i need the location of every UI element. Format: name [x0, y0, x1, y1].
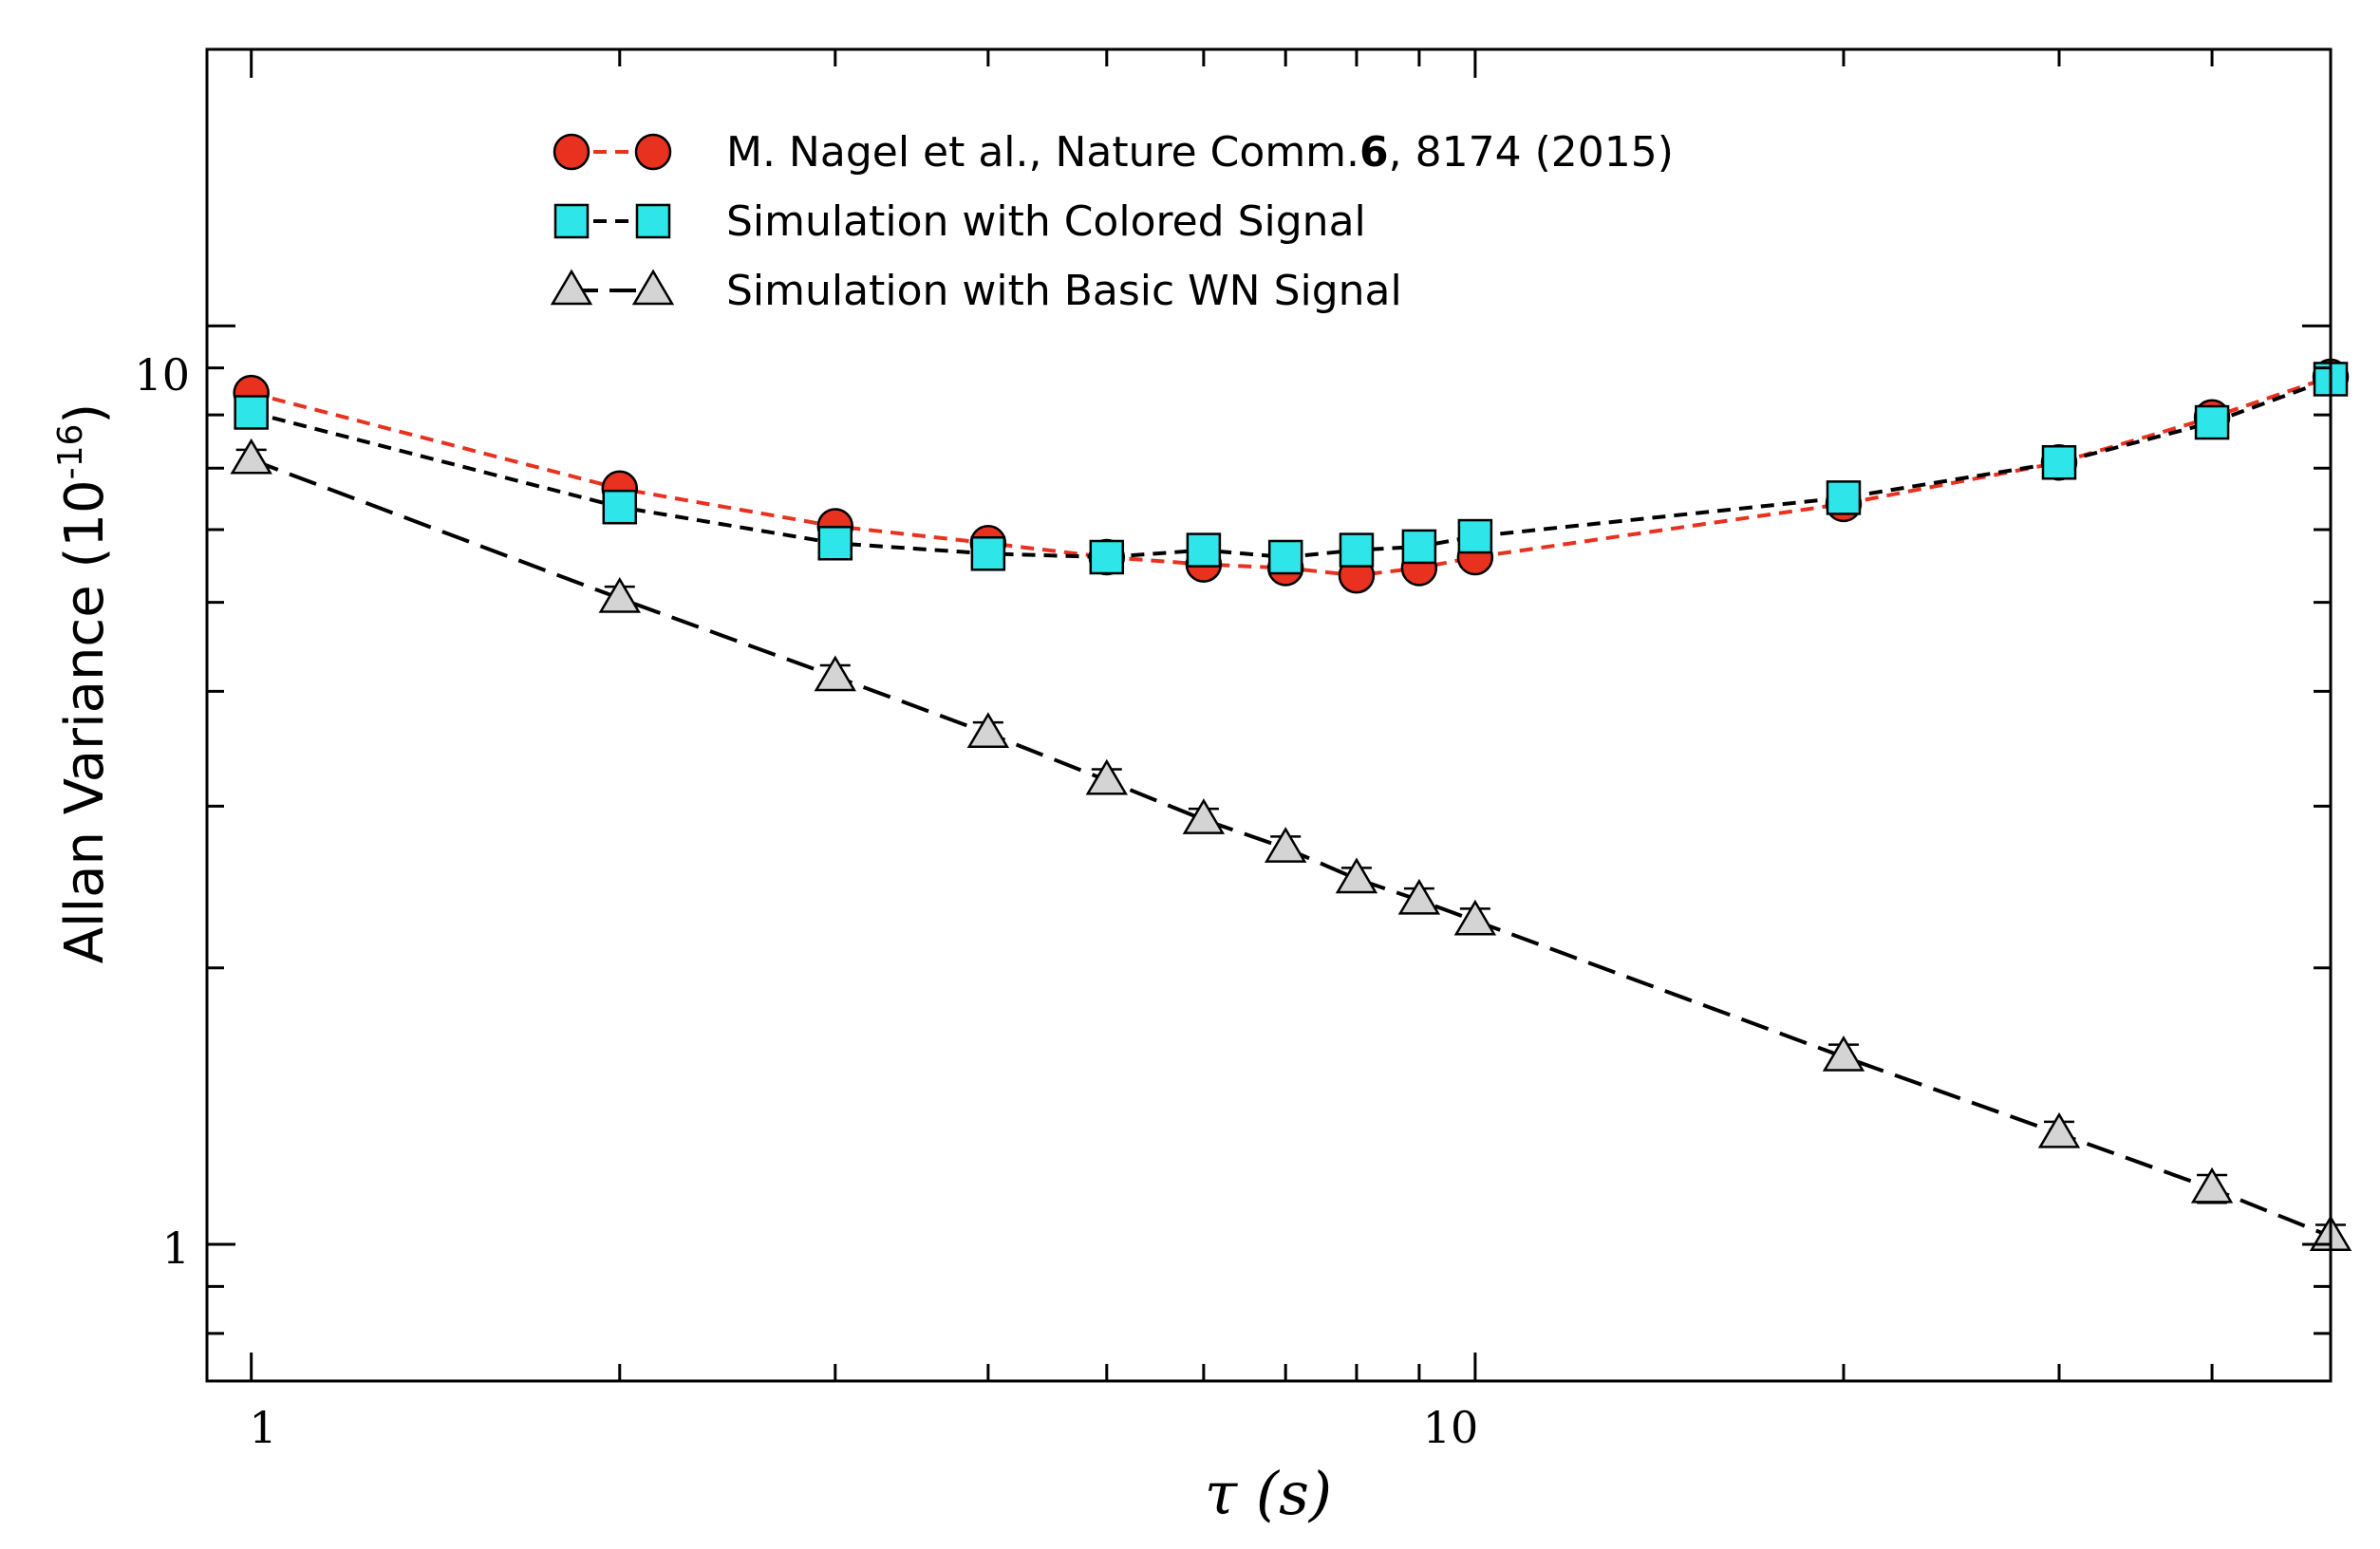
- legend-marker-circle: [553, 133, 590, 171]
- data-point-colored: [1457, 518, 1493, 554]
- data-point-colored: [1267, 539, 1303, 575]
- legend-label-wn: Simulation with Basic WN Signal: [726, 267, 1402, 315]
- y-axis-label: Allan Variance (10-16): [51, 403, 116, 964]
- data-point-colored: [2194, 404, 2230, 440]
- series-line-colored: [251, 377, 2332, 560]
- legend-marker-square: [635, 203, 671, 239]
- data-point-wn: [230, 438, 272, 475]
- data-point-wn: [814, 655, 856, 692]
- data-point-wn: [2037, 1111, 2081, 1148]
- data-point-wn: [2190, 1166, 2234, 1204]
- y-tick-label-10: 10: [134, 349, 190, 401]
- legend-entry-nagel: M. Nagel et al., Nature Comm.6, 8174 (20…: [553, 128, 1674, 177]
- data-point-colored: [1339, 532, 1375, 568]
- data-point-colored: [1186, 532, 1222, 568]
- legend-marker-square: [553, 203, 590, 239]
- y-tick-label-1: 1: [162, 1222, 190, 1274]
- data-point-wn: [1453, 899, 1497, 936]
- data-point-colored: [970, 536, 1006, 571]
- data-point-wn: [966, 712, 1010, 748]
- data-point-colored: [1401, 529, 1437, 565]
- legend-entry-colored: Simulation with Colored Signal: [553, 197, 1366, 246]
- legend-entry-wn: Simulation with Basic WN Signal: [550, 267, 1402, 315]
- data-point-colored: [2041, 445, 2077, 480]
- data-point-colored: [817, 526, 853, 561]
- data-point-colored: [602, 489, 638, 525]
- data-point-colored: [1826, 480, 1862, 515]
- data-point-colored: [234, 395, 269, 430]
- x-tick-label-1: 1: [249, 1402, 276, 1453]
- data-point-wn: [1085, 758, 1128, 795]
- series-line-wn: [250, 457, 2332, 1239]
- legend-label-nagel: M. Nagel et al., Nature Comm.6, 8174 (20…: [726, 128, 1674, 177]
- plot-frame: [205, 47, 2333, 1383]
- legend: M. Nagel et al., Nature Comm.6, 8174 (20…: [550, 128, 1674, 315]
- data-point-wn: [1397, 878, 1441, 915]
- data-point-wn: [598, 576, 641, 613]
- data-point-wn: [1182, 798, 1226, 834]
- series-layer: [230, 358, 2352, 1251]
- legend-marker-triangle: [631, 269, 675, 306]
- x-tick-label-10: 10: [1423, 1402, 1479, 1453]
- data-point-wn: [1335, 857, 1378, 894]
- data-point-wn: [1822, 1036, 1865, 1072]
- data-point-wn: [1265, 827, 1307, 863]
- legend-marker-circle: [634, 133, 672, 171]
- legend-marker-triangle: [550, 269, 593, 306]
- x-axis-label: τ (s): [1205, 1459, 1332, 1528]
- legend-label-colored: Simulation with Colored Signal: [726, 197, 1366, 246]
- data-point-colored: [1089, 539, 1125, 575]
